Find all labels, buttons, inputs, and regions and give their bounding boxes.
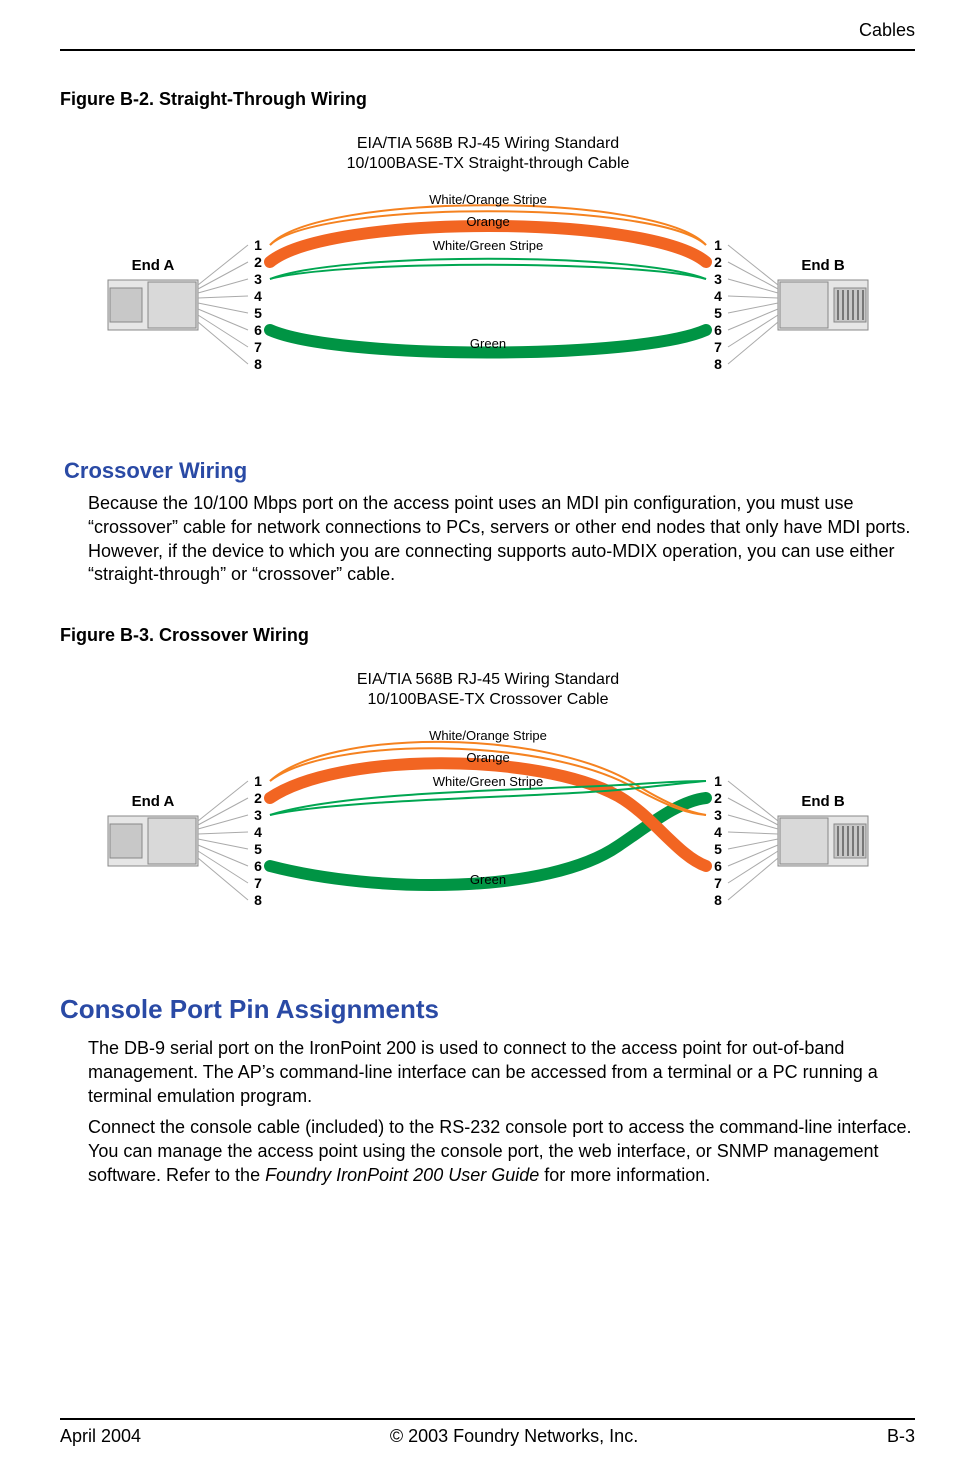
svg-text:8: 8	[254, 356, 262, 372]
figure-b3-caption: Figure B-3. Crossover Wiring	[60, 625, 915, 646]
b2-title-line2: 10/100BASE-TX Straight-through Cable	[346, 155, 629, 172]
svg-text:1: 1	[714, 237, 722, 253]
svg-text:7: 7	[254, 875, 262, 891]
b3-wire1-label: White/Orange Stripe	[429, 728, 547, 743]
svg-text:4: 4	[714, 824, 722, 840]
b2-wire6-label: Green	[469, 336, 505, 351]
b2-wire2-label: Orange	[466, 214, 509, 229]
console-port-body-2b: for more information.	[539, 1165, 710, 1185]
b3-pins-right: 1 2 3 4 5 6 7 8	[714, 773, 722, 908]
svg-text:4: 4	[254, 824, 262, 840]
b3-end-b-label: End B	[801, 793, 844, 810]
b2-pins-left: 1 2 3 4 5 6 7 8	[254, 237, 262, 372]
svg-text:4: 4	[714, 288, 722, 304]
top-rule	[60, 49, 915, 51]
crossover-wiring-body: Because the 10/100 Mbps port on the acce…	[88, 492, 915, 587]
b2-end-b-label: End B	[801, 257, 844, 274]
b2-end-b-connector: End B	[778, 257, 868, 330]
figure-b3-diagram: EIA/TIA 568B RJ-45 Wiring Standard 10/10…	[60, 666, 915, 966]
svg-text:8: 8	[714, 892, 722, 908]
footer-center: © 2003 Foundry Networks, Inc.	[390, 1426, 638, 1447]
svg-text:7: 7	[254, 339, 262, 355]
console-port-body-2: Connect the console cable (included) to …	[88, 1116, 915, 1187]
b3-end-a-connector: End A	[108, 793, 198, 866]
svg-text:6: 6	[254, 858, 262, 874]
svg-text:3: 3	[254, 807, 262, 823]
svg-text:6: 6	[254, 322, 262, 338]
svg-text:1: 1	[254, 237, 262, 253]
svg-text:2: 2	[714, 254, 722, 270]
b2-wire-3	[270, 259, 706, 279]
svg-text:6: 6	[714, 322, 722, 338]
b3-wire2-label: Orange	[466, 750, 509, 765]
b3-title-line2: 10/100BASE-TX Crossover Cable	[367, 691, 608, 708]
b3-title-line1: EIA/TIA 568B RJ-45 Wiring Standard	[356, 671, 618, 688]
b2-wire3-label: White/Green Stripe	[432, 238, 543, 253]
b3-end-b-connector: End B	[778, 793, 868, 866]
console-port-heading: Console Port Pin Assignments	[60, 994, 915, 1025]
svg-text:1: 1	[254, 773, 262, 789]
svg-text:5: 5	[714, 305, 722, 321]
svg-text:5: 5	[254, 841, 262, 857]
b3-wire3-label: White/Green Stripe	[432, 774, 543, 789]
svg-text:2: 2	[714, 790, 722, 806]
b2-end-a-label: End A	[131, 257, 174, 274]
svg-text:8: 8	[254, 892, 262, 908]
figure-b2-caption: Figure B-2. Straight-Through Wiring	[60, 89, 915, 110]
svg-text:8: 8	[714, 356, 722, 372]
svg-text:1: 1	[714, 773, 722, 789]
footer-rule	[60, 1418, 915, 1420]
footer-left: April 2004	[60, 1426, 141, 1447]
svg-text:5: 5	[714, 841, 722, 857]
svg-text:2: 2	[254, 254, 262, 270]
b3-end-a-label: End A	[131, 793, 174, 810]
console-port-body-1: The DB-9 serial port on the IronPoint 20…	[88, 1037, 915, 1108]
b3-wire6-label: Green	[469, 872, 505, 887]
console-port-body-2-ital: Foundry IronPoint 200 User Guide	[265, 1165, 539, 1185]
svg-text:3: 3	[714, 271, 722, 287]
b2-title-line1: EIA/TIA 568B RJ-45 Wiring Standard	[356, 135, 618, 152]
svg-text:7: 7	[714, 875, 722, 891]
svg-text:3: 3	[714, 807, 722, 823]
footer-right: B-3	[887, 1426, 915, 1447]
svg-text:7: 7	[714, 339, 722, 355]
b2-end-a-connector: End A	[108, 257, 198, 330]
svg-text:5: 5	[254, 305, 262, 321]
svg-text:2: 2	[254, 790, 262, 806]
b2-pins-right: 1 2 3 4 5 6 7 8	[714, 237, 722, 372]
b2-wire1-label: White/Orange Stripe	[429, 192, 547, 207]
figure-b2-diagram: EIA/TIA 568B RJ-45 Wiring Standard 10/10…	[60, 130, 915, 430]
page-header-right: Cables	[60, 20, 915, 43]
svg-text:4: 4	[254, 288, 262, 304]
svg-text:6: 6	[714, 858, 722, 874]
b3-pins-left: 1 2 3 4 5 6 7 8	[254, 773, 262, 908]
crossover-wiring-heading: Crossover Wiring	[64, 458, 915, 484]
svg-text:3: 3	[254, 271, 262, 287]
